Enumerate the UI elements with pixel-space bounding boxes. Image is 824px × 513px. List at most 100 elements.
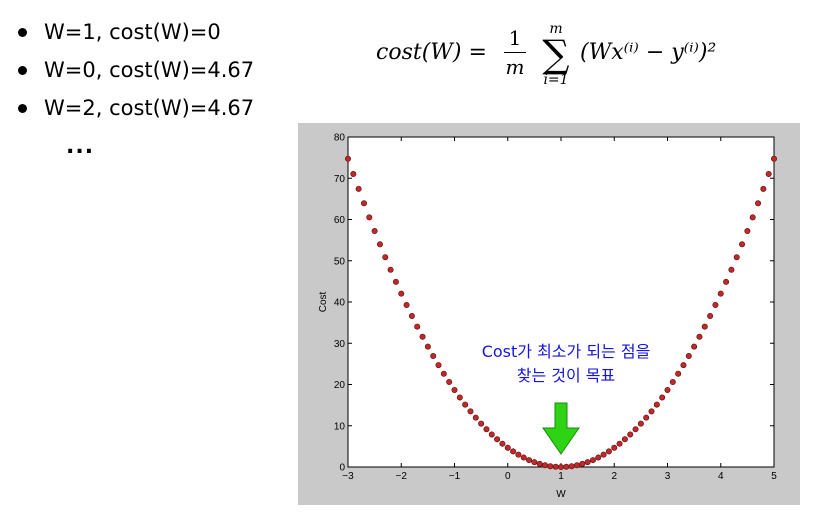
- data-point: [739, 241, 746, 248]
- data-point: [568, 463, 575, 470]
- data-point: [510, 448, 517, 455]
- data-point: [536, 460, 543, 467]
- data-point: [526, 457, 533, 464]
- data-point: [605, 448, 612, 455]
- data-point: [691, 343, 698, 350]
- formula-rhs: (Wx⁽ⁱ⁾ − y⁽ⁱ⁾)²: [580, 40, 717, 65]
- data-point: [595, 454, 602, 461]
- data-point: [392, 278, 399, 285]
- data-point: [542, 462, 549, 469]
- x-tick-label: 2: [611, 471, 617, 482]
- data-point: [621, 436, 628, 443]
- data-point: [499, 440, 506, 447]
- data-point: [403, 301, 410, 308]
- data-point: [472, 414, 479, 421]
- data-point: [653, 401, 660, 408]
- y-tick-label: 80: [334, 133, 346, 144]
- data-point: [701, 323, 708, 330]
- data-point: [696, 333, 703, 340]
- x-tick-label: 3: [665, 471, 671, 482]
- data-point: [350, 170, 357, 177]
- data-point: [627, 431, 634, 438]
- data-point: [414, 323, 421, 330]
- data-point: [387, 266, 394, 273]
- data-point: [520, 454, 527, 461]
- y-tick-label: 50: [334, 256, 346, 267]
- data-point: [424, 343, 431, 350]
- x-tick-label: 1: [558, 471, 564, 482]
- data-point: [344, 155, 351, 162]
- data-point: [584, 459, 591, 466]
- fraction-numerator: 1: [508, 26, 522, 50]
- data-point: [749, 214, 756, 221]
- data-point: [467, 408, 474, 415]
- chart-panel: −3 −2 −1 0 1 2 3 4 5 0 10 20 30 40 50 60 70 80 Cost W: [298, 123, 800, 505]
- data-point: [456, 394, 463, 401]
- data-point: [451, 386, 458, 393]
- data-point: [664, 386, 671, 393]
- data-point: [680, 362, 687, 369]
- data-point: [440, 370, 447, 377]
- x-tick-label: 5: [771, 471, 777, 482]
- y-tick-label: 30: [334, 339, 346, 350]
- data-point: [360, 200, 367, 207]
- data-point: [723, 278, 730, 285]
- data-point: [557, 463, 564, 470]
- data-points: [344, 155, 777, 470]
- sum-lower-limit: i=1: [543, 72, 569, 88]
- x-tick-label: 4: [718, 471, 724, 482]
- cost-formula: cost(W) = 1 m m ∑ i=1 (Wx⁽ⁱ⁾ − y⁽ⁱ⁾)²: [376, 22, 736, 96]
- y-tick-label: 40: [334, 298, 346, 309]
- data-point: [632, 426, 639, 433]
- bullet-item: W=2, cost(W)=4.67: [14, 94, 254, 132]
- data-point: [733, 254, 740, 261]
- annotation-line2: 찾는 것이 목표: [516, 366, 616, 385]
- data-point: [760, 185, 767, 192]
- ellipsis: ...: [66, 134, 95, 159]
- data-point: [419, 333, 426, 340]
- x-tick-label: −3: [342, 471, 354, 482]
- data-point: [616, 440, 623, 447]
- data-point: [728, 266, 735, 273]
- formula-lhs: cost(W) =: [376, 40, 487, 65]
- data-point: [408, 312, 415, 319]
- data-point: [552, 463, 559, 470]
- data-point: [589, 457, 596, 464]
- data-point: [435, 362, 442, 369]
- data-point: [355, 185, 362, 192]
- data-point: [382, 254, 389, 261]
- data-point: [478, 420, 485, 427]
- bullet-list: W=1, cost(W)=0 W=0, cost(W)=4.67 W=2, co…: [14, 18, 254, 132]
- data-point: [446, 379, 453, 386]
- data-point: [659, 394, 666, 401]
- data-point: [637, 420, 644, 427]
- data-point: [712, 301, 719, 308]
- data-point: [648, 408, 655, 415]
- data-point: [643, 414, 650, 421]
- x-tick-label: −2: [396, 471, 408, 482]
- data-point: [563, 463, 570, 470]
- data-point: [462, 401, 469, 408]
- y-tick-label: 70: [334, 174, 346, 185]
- data-point: [547, 463, 554, 470]
- data-point: [494, 436, 501, 443]
- data-point: [376, 241, 383, 248]
- data-point: [488, 431, 495, 438]
- data-point: [675, 370, 682, 377]
- y-axis-label: Cost: [318, 291, 329, 312]
- data-point: [707, 312, 714, 319]
- data-point: [770, 155, 777, 162]
- y-tick-label: 10: [334, 421, 346, 432]
- data-point: [515, 451, 522, 458]
- fraction-bar: [504, 52, 526, 53]
- data-point: [600, 451, 607, 458]
- data-point: [573, 462, 580, 469]
- bullet-item: W=1, cost(W)=0: [14, 18, 254, 56]
- data-point: [366, 214, 373, 221]
- data-point: [685, 353, 692, 360]
- data-point: [371, 228, 378, 235]
- data-point: [483, 426, 490, 433]
- y-tick-label: 0: [339, 463, 345, 474]
- data-point: [717, 290, 724, 297]
